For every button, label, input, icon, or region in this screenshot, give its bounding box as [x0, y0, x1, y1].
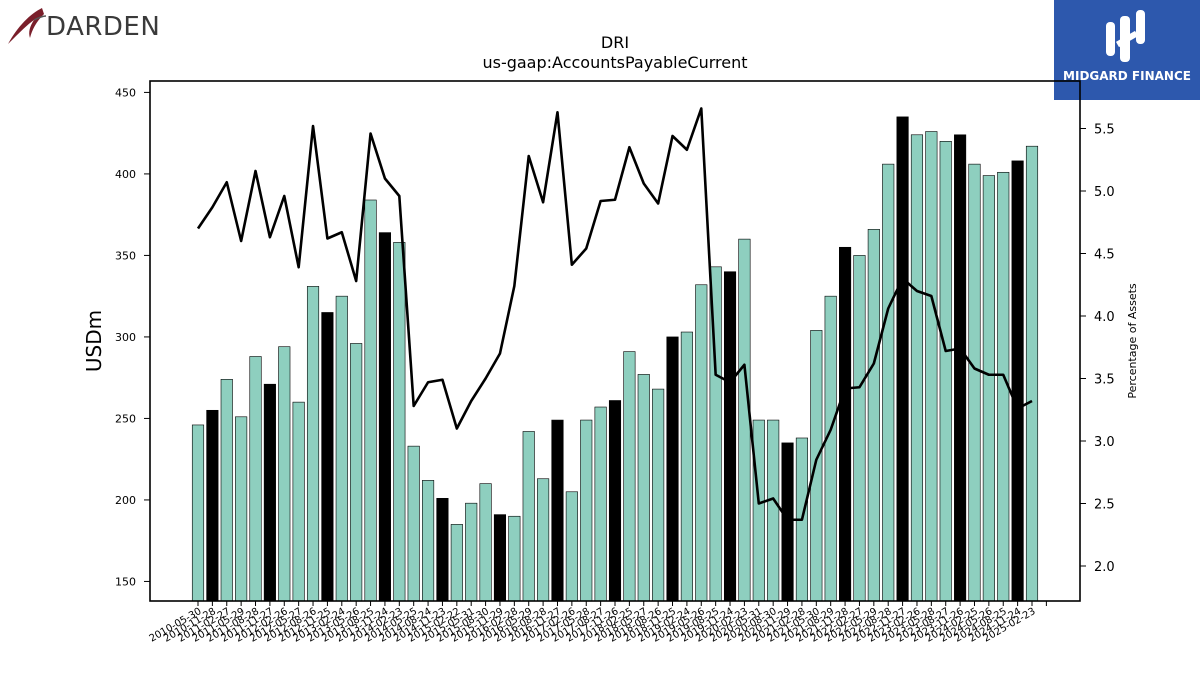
- bar: [335, 295, 348, 602]
- bar: [767, 419, 780, 602]
- darden-wordmark: DARDEN: [46, 12, 161, 42]
- bar: [537, 478, 550, 602]
- midgard-wordmark: MIDGARD FINANCE: [1063, 69, 1191, 83]
- bar: [968, 163, 981, 602]
- bar: [450, 524, 463, 602]
- bar: [378, 232, 391, 602]
- y2-tick-label: 3.0: [1094, 435, 1115, 450]
- bar: [723, 271, 737, 602]
- bar: [508, 515, 521, 602]
- bar: [608, 400, 622, 602]
- bar: [191, 424, 205, 602]
- bar: [206, 409, 219, 602]
- bar: [235, 416, 248, 602]
- bar: [220, 379, 233, 602]
- bar: [925, 131, 938, 602]
- bar: [350, 343, 363, 602]
- y-tick-label: 450: [115, 86, 136, 99]
- bar: [422, 480, 435, 602]
- y2-tick-label: 4.5: [1094, 248, 1115, 263]
- bar: [1025, 145, 1039, 602]
- bar: [752, 419, 765, 602]
- bar: [1011, 160, 1024, 602]
- y-tick-label: 350: [115, 249, 136, 262]
- y2-tick-label: 5.0: [1094, 185, 1115, 200]
- bar: [493, 514, 507, 602]
- darden-logo: DARDEN: [4, 4, 164, 48]
- percentage-line: [196, 107, 1033, 522]
- bar: [824, 295, 837, 602]
- bar: [522, 431, 535, 602]
- y2-tick-label: 5.5: [1094, 123, 1115, 138]
- bar: [551, 419, 564, 602]
- bar: [263, 383, 276, 602]
- bar: [882, 163, 895, 602]
- chart-subtitle: us-gaap:AccountsPayableCurrent: [482, 53, 747, 72]
- bar: [982, 175, 995, 602]
- y2-tick-label: 4.0: [1094, 310, 1115, 325]
- bar: [695, 284, 708, 602]
- y-axis-label: USDm: [82, 310, 106, 372]
- x-axis: 2010-05-302010-11-282011-02-272011-05-29…: [148, 601, 1047, 645]
- bar: [954, 134, 967, 602]
- bar: [306, 286, 320, 602]
- bar: [680, 331, 693, 602]
- y2-axis-label: Percentage of Assets: [1126, 283, 1139, 399]
- bar: [249, 356, 262, 602]
- y-tick-label: 250: [115, 412, 136, 425]
- right-axis: 2.0 2.5 3.0 3.5 4.0 4.5 5.0 5.5: [1080, 123, 1115, 575]
- bar-series: [191, 116, 1039, 602]
- chart-title: DRI: [601, 33, 629, 52]
- bar: [364, 199, 377, 602]
- bar: [580, 419, 593, 602]
- bar: [910, 134, 924, 602]
- bar: [939, 141, 952, 602]
- midgard-emblem-icon: [1106, 10, 1145, 62]
- y2-tick-label: 3.5: [1094, 373, 1115, 388]
- bar: [652, 388, 665, 602]
- bar: [436, 497, 449, 602]
- bar: [623, 351, 636, 602]
- y2-tick-label: 2.5: [1094, 498, 1115, 513]
- bar: [465, 502, 478, 602]
- bar: [479, 483, 492, 602]
- bar: [393, 242, 406, 602]
- bar: [565, 491, 578, 602]
- midgard-finance-logo: MIDGARD FINANCE: [1054, 0, 1200, 100]
- bar: [594, 406, 607, 602]
- y-tick-label: 400: [115, 168, 136, 181]
- bar: [292, 401, 305, 602]
- y-tick-label: 200: [115, 494, 136, 507]
- y-tick-label: 150: [115, 575, 136, 588]
- bar: [781, 442, 794, 602]
- bar: [896, 116, 909, 602]
- bar: [321, 312, 334, 602]
- bar: [867, 229, 880, 602]
- y2-tick-label: 2.0: [1094, 560, 1115, 575]
- bar: [278, 346, 291, 602]
- y-tick-label: 300: [115, 331, 136, 344]
- bar: [839, 246, 852, 602]
- darden-swoosh-icon: [8, 8, 47, 44]
- bar: [738, 238, 751, 602]
- bar: [637, 374, 650, 602]
- left-axis: 150 200 250 300 350 400 450: [115, 86, 150, 588]
- bar: [666, 336, 679, 602]
- bar: [810, 330, 823, 602]
- bar: [407, 445, 420, 602]
- bar: [853, 255, 866, 602]
